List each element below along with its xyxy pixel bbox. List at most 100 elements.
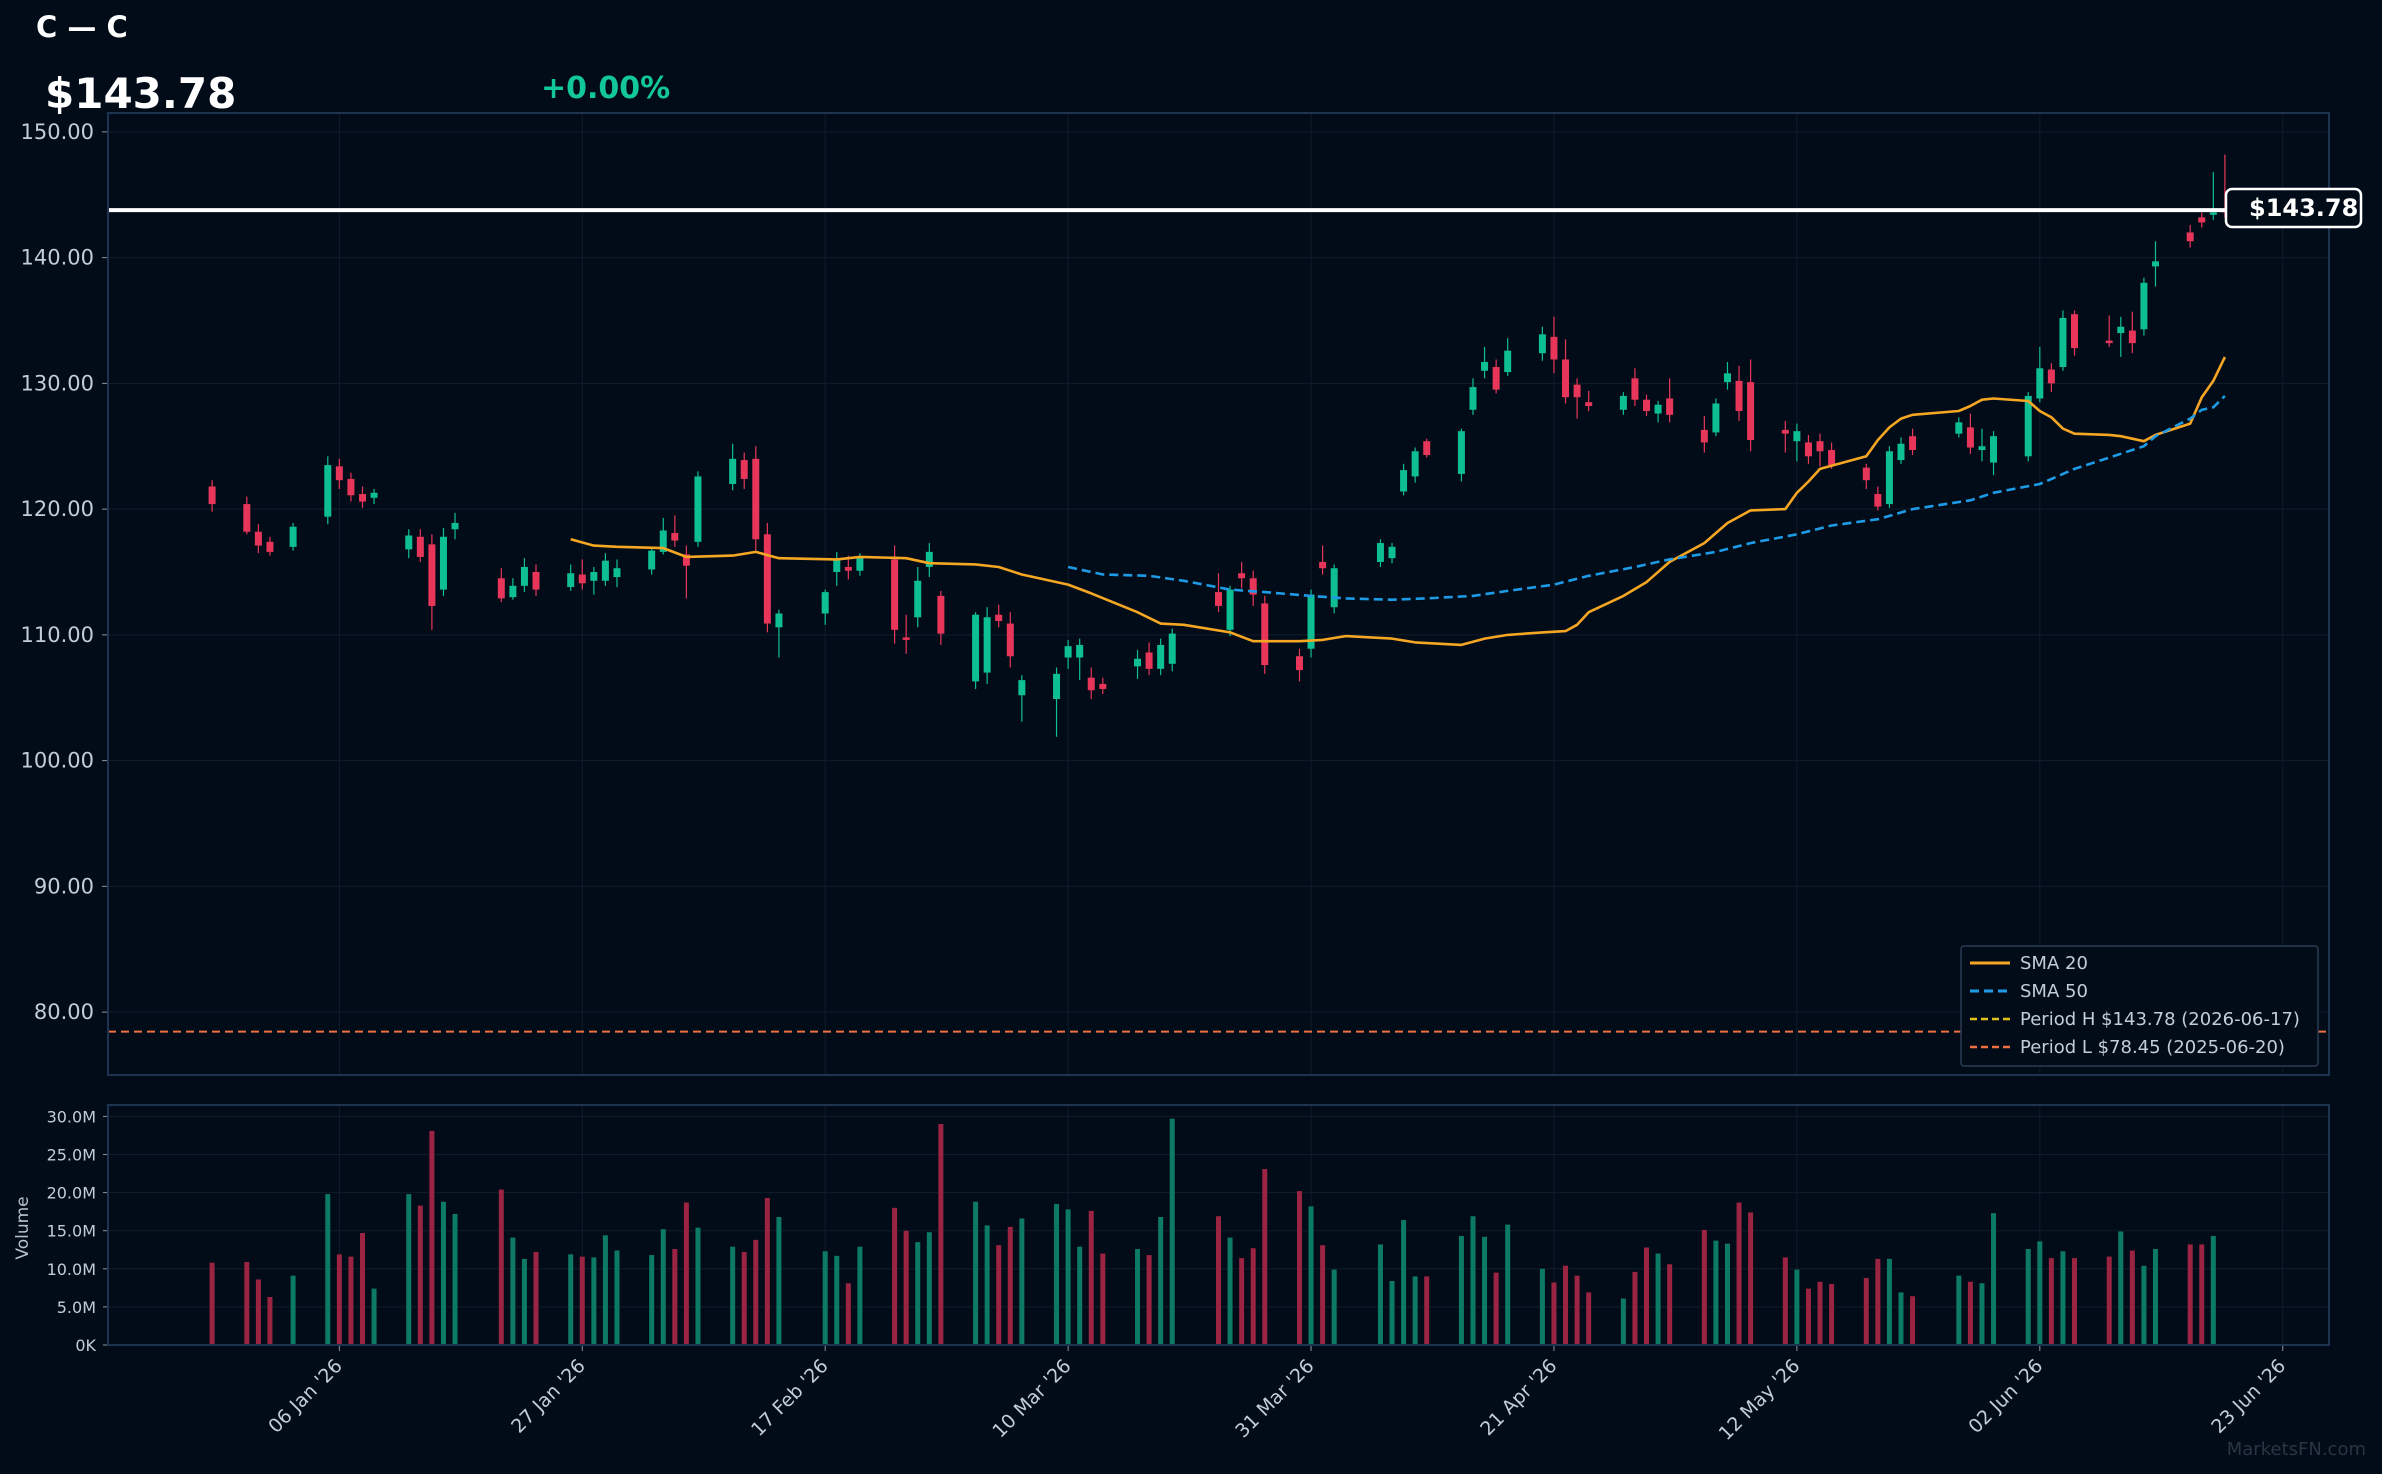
candle bbox=[1469, 378, 1477, 415]
candle bbox=[1666, 378, 1674, 423]
candle bbox=[1006, 612, 1014, 668]
volume-bar bbox=[1505, 1224, 1511, 1345]
candle-body bbox=[2047, 369, 2055, 384]
volume-bar bbox=[822, 1251, 828, 1345]
candle-body bbox=[532, 571, 540, 590]
volume-bar bbox=[1724, 1243, 1730, 1345]
volume-bar bbox=[1239, 1258, 1245, 1345]
candle-body bbox=[1168, 633, 1176, 664]
volume-bar bbox=[741, 1252, 747, 1345]
candle-body bbox=[1330, 568, 1338, 608]
candle bbox=[1053, 667, 1061, 737]
volume-bar bbox=[1979, 1283, 1985, 1345]
candle bbox=[2140, 277, 2148, 336]
volume-bar bbox=[2187, 1244, 2193, 1345]
candle bbox=[1388, 543, 1396, 564]
candle bbox=[983, 607, 991, 684]
candle-body bbox=[1562, 359, 1570, 398]
candle-body bbox=[1006, 623, 1014, 657]
price-tick-label: 140.00 bbox=[21, 246, 94, 270]
volume-bar bbox=[1539, 1268, 1545, 1345]
volume-bar bbox=[2210, 1236, 2216, 1345]
candle-body bbox=[2036, 368, 2044, 399]
candle-body bbox=[925, 551, 933, 567]
volume-panel-frame bbox=[107, 1104, 2330, 1346]
volume-bar bbox=[834, 1255, 840, 1345]
volume-bar bbox=[1007, 1226, 1013, 1345]
volume-bar bbox=[1227, 1237, 1233, 1345]
candle-body bbox=[1492, 367, 1500, 390]
candle-body bbox=[590, 571, 598, 581]
candle-body bbox=[844, 566, 852, 571]
candle bbox=[1157, 638, 1165, 676]
candle bbox=[2186, 224, 2194, 248]
candle bbox=[2117, 316, 2125, 357]
candle-body bbox=[1469, 387, 1477, 410]
price-tick-label: 110.00 bbox=[21, 623, 94, 647]
candle bbox=[1307, 589, 1315, 658]
candle bbox=[1804, 434, 1812, 464]
candle bbox=[914, 566, 922, 628]
volume-bar bbox=[2141, 1265, 2147, 1345]
candle-body bbox=[2117, 326, 2125, 334]
candle bbox=[1874, 486, 1882, 511]
volume-axis-label: Volume bbox=[13, 1196, 33, 1259]
candle bbox=[405, 529, 413, 559]
candle bbox=[1076, 638, 1084, 681]
volume-bar bbox=[325, 1194, 331, 1345]
candle bbox=[995, 604, 1003, 628]
volume-bar bbox=[440, 1201, 446, 1345]
candle-body bbox=[1793, 431, 1801, 442]
candle bbox=[833, 551, 841, 586]
candle-body bbox=[2140, 282, 2148, 330]
candle-body bbox=[1804, 442, 1812, 457]
candle-body bbox=[1897, 443, 1905, 461]
candle-body bbox=[775, 613, 783, 628]
candle-body bbox=[613, 568, 621, 578]
candle-body bbox=[1654, 404, 1662, 414]
volume-bar bbox=[1320, 1245, 1326, 1345]
candle bbox=[1492, 359, 1500, 394]
legend: SMA 20 SMA 50 Period H $143.78 (2026-06-… bbox=[1960, 945, 2319, 1067]
candle bbox=[1134, 649, 1142, 679]
legend-label-period-high: Period H $143.78 (2026-06-17) bbox=[2020, 1009, 2300, 1030]
volume-bar bbox=[938, 1124, 944, 1345]
candle bbox=[1781, 421, 1789, 453]
overlays bbox=[108, 208, 2329, 1033]
candle-body bbox=[1550, 336, 1558, 360]
volume-bar bbox=[845, 1283, 851, 1345]
candle bbox=[1064, 639, 1072, 669]
candle-body bbox=[1064, 646, 1072, 658]
candle-body bbox=[1295, 656, 1303, 671]
candle bbox=[1457, 428, 1465, 482]
price-change: +0.00% bbox=[541, 71, 670, 106]
candle bbox=[1723, 361, 1731, 390]
price-tick-label: 120.00 bbox=[21, 497, 94, 521]
volume-bar bbox=[1216, 1216, 1221, 1345]
candle-body bbox=[1457, 431, 1465, 474]
volume-bar bbox=[1065, 1209, 1071, 1345]
volume-bar bbox=[2037, 1241, 2043, 1345]
candle bbox=[613, 559, 621, 588]
price-tick-label: 130.00 bbox=[21, 371, 94, 395]
candle-body bbox=[1909, 436, 1917, 451]
candle-body bbox=[1261, 603, 1269, 666]
volume-bar bbox=[1308, 1206, 1314, 1345]
volume-bar bbox=[1389, 1281, 1395, 1345]
candle-body bbox=[254, 531, 262, 546]
current-price: $143.78 bbox=[45, 69, 236, 118]
candle bbox=[1481, 346, 1489, 379]
candle bbox=[1619, 392, 1627, 415]
candle bbox=[1249, 570, 1257, 606]
candle bbox=[1145, 642, 1153, 676]
candle-body bbox=[405, 535, 413, 550]
volume-tick-label: 30.0M bbox=[47, 1107, 96, 1126]
candle-body bbox=[266, 541, 274, 552]
candle bbox=[648, 546, 656, 575]
volume-bar bbox=[1620, 1298, 1626, 1345]
candle-body bbox=[1874, 494, 1882, 507]
candle bbox=[1087, 667, 1095, 700]
candle-body bbox=[416, 536, 424, 557]
candle-body bbox=[2105, 340, 2113, 344]
candle bbox=[891, 545, 899, 644]
